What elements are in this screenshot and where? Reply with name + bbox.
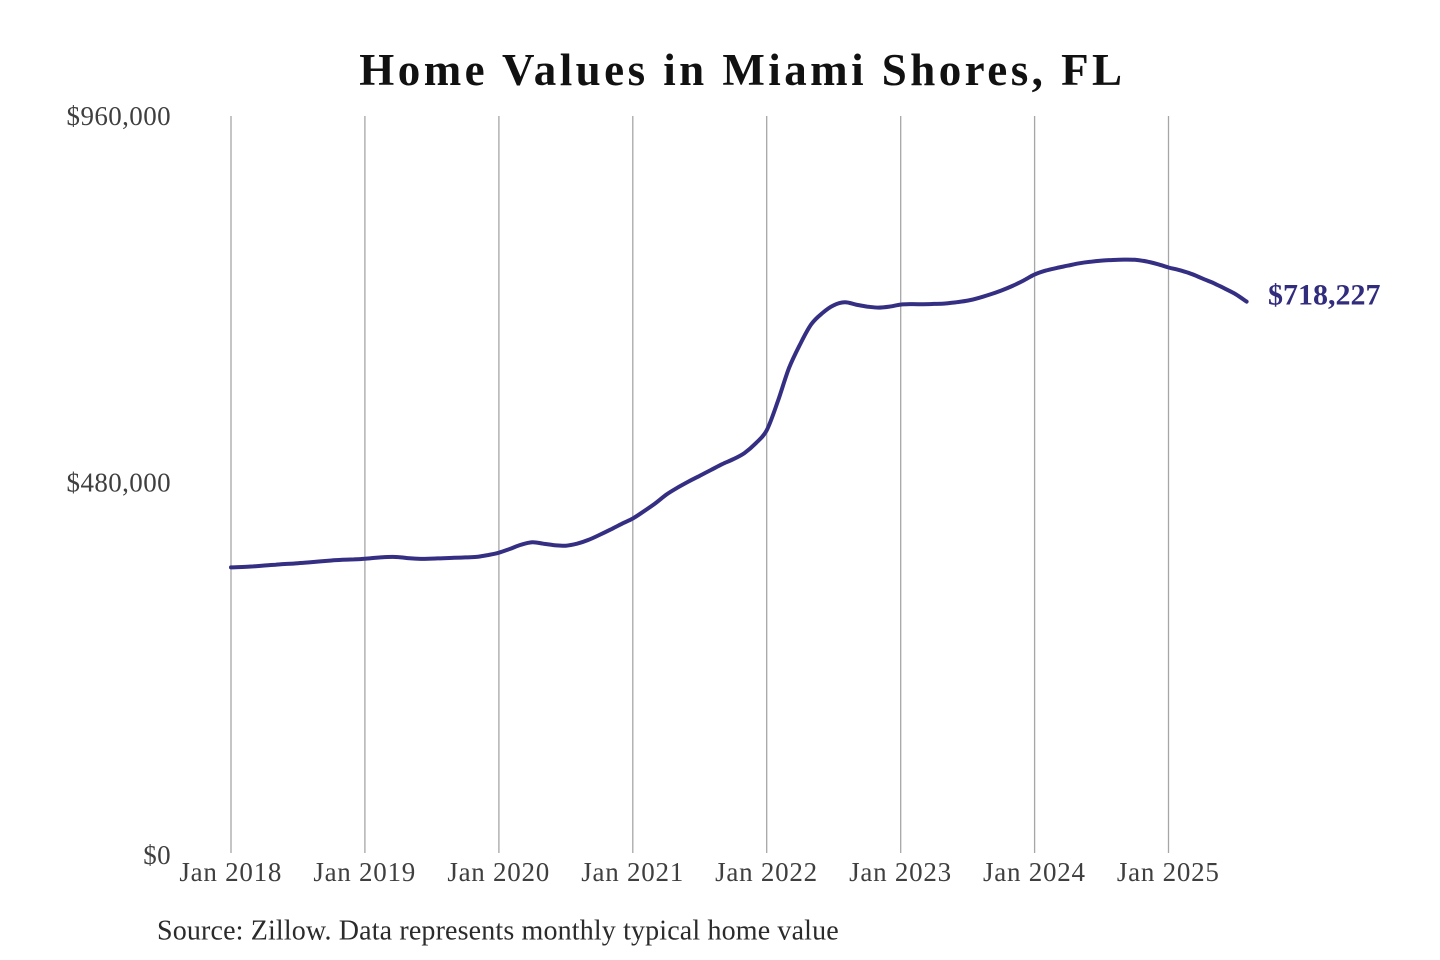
svg-text:Jan 2025: Jan 2025 [1117, 857, 1220, 887]
svg-text:Jan 2018: Jan 2018 [179, 857, 282, 887]
svg-text:Source: Zillow. Data represent: Source: Zillow. Data represents monthly … [157, 916, 839, 947]
svg-text:Jan 2020: Jan 2020 [447, 857, 550, 887]
svg-text:Jan 2024: Jan 2024 [983, 857, 1086, 887]
svg-text:Jan 2019: Jan 2019 [313, 857, 416, 887]
svg-text:Jan 2023: Jan 2023 [849, 857, 952, 887]
svg-text:Home Values in Miami Shores, F: Home Values in Miami Shores, FL [359, 45, 1125, 95]
svg-text:Jan 2022: Jan 2022 [715, 857, 818, 887]
svg-text:$718,227: $718,227 [1268, 279, 1381, 312]
svg-text:$0: $0 [143, 840, 171, 870]
svg-text:Jan 2021: Jan 2021 [581, 857, 684, 887]
svg-text:$960,000: $960,000 [67, 101, 171, 131]
svg-text:$480,000: $480,000 [67, 468, 171, 498]
